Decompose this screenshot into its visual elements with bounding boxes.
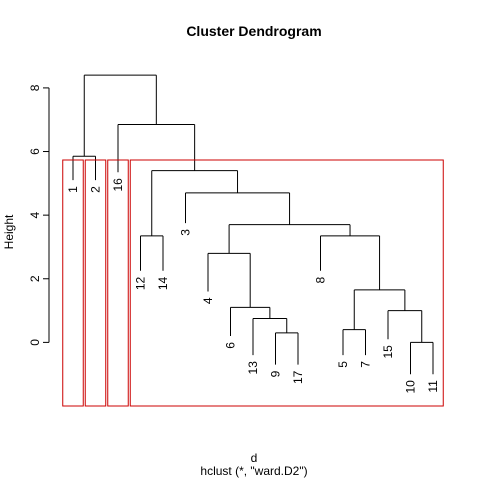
leaf-label-15: 15 xyxy=(381,345,395,359)
cluster-rectangles xyxy=(62,159,444,407)
leaf-label-16: 16 xyxy=(111,178,125,192)
y-tick-label-8: 8 xyxy=(28,84,42,91)
leaf-label-13: 13 xyxy=(246,361,260,375)
cluster-rect-1 xyxy=(62,159,84,407)
y-axis-label: Height xyxy=(2,214,16,249)
y-tick-label-6: 6 xyxy=(28,148,42,155)
leaf-label-10: 10 xyxy=(404,380,418,394)
leaf-label-11: 11 xyxy=(426,380,440,393)
leaf-label-5: 5 xyxy=(336,361,350,368)
leaf-label-6: 6 xyxy=(224,342,238,349)
leaf-label-3: 3 xyxy=(179,229,193,236)
y-tick-label-0: 0 xyxy=(28,339,42,346)
y-tick-label-4: 4 xyxy=(28,211,42,218)
cluster-rect-2 xyxy=(84,159,107,407)
cluster-rect-4 xyxy=(129,159,444,407)
leaf-label-8: 8 xyxy=(314,276,328,283)
chart-title: Cluster Dendrogram xyxy=(186,23,321,39)
leaf-label-2: 2 xyxy=(89,186,103,193)
y-axis: 0 2 4 6 8 xyxy=(28,84,50,346)
cluster-rect-3 xyxy=(107,159,129,407)
subtitle: hclust (*, "ward.D2") xyxy=(200,464,307,478)
leaf-label-9: 9 xyxy=(269,370,283,377)
leaf-label-7: 7 xyxy=(359,361,373,368)
leaf-label-12: 12 xyxy=(134,276,148,290)
y-tick-label-2: 2 xyxy=(28,275,42,282)
leaf-label-1: 1 xyxy=(66,186,80,193)
leaf-label-17: 17 xyxy=(291,370,305,384)
dendrogram-links xyxy=(72,74,434,375)
leaf-label-14: 14 xyxy=(156,276,170,290)
leaf-label-4: 4 xyxy=(201,297,215,304)
x-axis-label: d xyxy=(251,451,258,465)
